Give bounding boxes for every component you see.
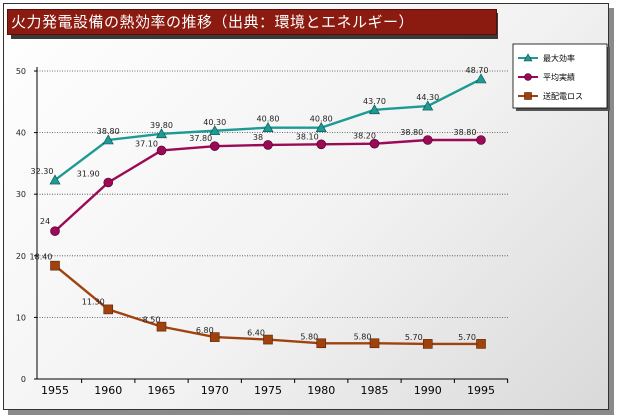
legend-item: 平均実績	[518, 72, 575, 82]
data-point	[263, 140, 273, 150]
y-tick-label: 30	[16, 190, 26, 199]
data-label: 38.80	[400, 128, 423, 137]
data-label: 39.80	[150, 121, 173, 130]
data-point	[156, 321, 167, 332]
data-label: 37.10	[135, 139, 158, 148]
data-point	[209, 125, 221, 136]
data-label: 8.50	[143, 316, 161, 325]
data-point	[315, 122, 327, 132]
legend-marker	[524, 73, 532, 81]
data-point	[475, 73, 487, 84]
data-point	[50, 226, 60, 236]
data-point	[368, 104, 381, 115]
data-label: 18.40	[30, 253, 53, 262]
y-tick-label: 50	[16, 67, 26, 76]
data-label: 5.70	[458, 333, 476, 342]
data-label: 37.80	[189, 134, 212, 143]
x-tick-label: 1970	[201, 384, 229, 397]
data-label: 40.80	[257, 115, 280, 124]
data-label: 5.80	[354, 332, 372, 341]
series-1	[49, 73, 487, 185]
data-point	[369, 138, 380, 149]
data-label: 38.10	[296, 132, 319, 141]
data-label: 40.80	[310, 115, 333, 124]
data-labels: 32.30 38.80 39.80 40.30 40.80 40.80 43.70 44.30…	[30, 66, 489, 342]
data-label: 32.30	[31, 167, 54, 176]
data-point	[422, 339, 433, 349]
data-point	[263, 334, 273, 345]
x-tick-label: 1995	[467, 384, 495, 397]
x-tick-label: 1990	[414, 384, 442, 397]
y-tick-label: 20	[16, 252, 26, 261]
chart-title: 火力発電設備の熱効率の推移（出典：環境とエネルギー）	[7, 9, 497, 35]
data-point	[209, 332, 220, 342]
data-label: 38.80	[97, 127, 120, 136]
data-label: 31.90	[77, 169, 100, 178]
legend-label: 最大効率	[543, 53, 575, 63]
data-label: 43.70	[363, 97, 386, 106]
data-point	[316, 139, 327, 150]
series-3	[50, 260, 486, 349]
x-tick-label: 1975	[254, 384, 282, 397]
data-label: 38.20	[353, 132, 376, 141]
x-tick-label: 1985	[361, 384, 389, 397]
data-label: 6.40	[247, 329, 265, 338]
legend-item: 送配電ロス	[518, 91, 583, 101]
legend-marker	[524, 92, 532, 100]
x-tick-label: 1960	[94, 384, 122, 397]
data-point	[476, 339, 486, 349]
gridlines	[37, 70, 508, 318]
data-label: 40.30	[203, 118, 226, 127]
data-point	[102, 134, 114, 145]
data-point	[369, 338, 380, 349]
data-point	[476, 135, 486, 145]
data-point	[316, 338, 327, 349]
y-tick-label: 40	[16, 129, 26, 138]
legend-item: 最大効率	[518, 53, 575, 63]
data-point	[422, 100, 434, 111]
legend-label: 送配電ロス	[543, 91, 583, 101]
data-point	[156, 145, 167, 156]
legend-label: 平均実績	[543, 72, 575, 82]
data-label: 38	[253, 133, 263, 142]
x-tick-label: 1980	[307, 384, 335, 397]
data-label: 24	[40, 217, 50, 226]
data-label: 44.30	[416, 93, 439, 102]
series-line	[54, 138, 481, 233]
data-point	[155, 128, 168, 139]
data-point	[209, 141, 220, 151]
data-point	[103, 177, 114, 188]
y-tick-label: 0	[21, 375, 26, 384]
x-tick-label: 1955	[41, 384, 69, 397]
data-label: 11.30	[82, 297, 105, 306]
data-point	[262, 122, 274, 132]
data-label: 6.80	[196, 326, 214, 335]
legend-marker	[523, 53, 533, 62]
axes: 0 10 20 30 40 50 1955 1960 1965 1970 1975 1980 1985 1…	[16, 67, 509, 397]
y-tick-label: 10	[16, 313, 26, 322]
series-layer	[49, 73, 487, 349]
series-2	[50, 135, 486, 236]
data-label: 5.80	[300, 332, 318, 341]
data-label: 48.70	[466, 66, 489, 75]
x-tick-label: 1965	[148, 384, 176, 397]
data-point	[50, 260, 60, 271]
data-label: 5.70	[405, 333, 423, 342]
data-point	[422, 135, 433, 145]
data-label: 38.80	[454, 128, 477, 137]
data-point	[49, 174, 61, 185]
data-point	[103, 304, 114, 315]
